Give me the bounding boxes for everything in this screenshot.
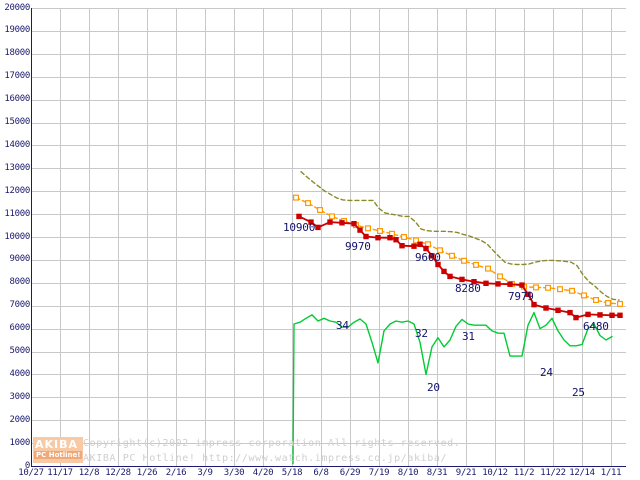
x-tick-label: 8/31 xyxy=(426,468,448,478)
x-tick-label: 1/11 xyxy=(600,468,622,478)
y-tick-label: 1000 xyxy=(9,437,31,448)
x-tick-label: 11/17 xyxy=(47,468,73,478)
x-tick-label: 11/22 xyxy=(540,468,566,478)
y-tick-label: 5000 xyxy=(9,346,31,356)
copyright-watermark: Copyright(c)2002 impress corporation All… xyxy=(83,438,461,449)
data-value-label: 9970 xyxy=(345,240,371,253)
x-tick-label: 8/10 xyxy=(397,468,419,478)
x-tick-label: 6/8 xyxy=(313,468,329,478)
y-tick-label: 11000 xyxy=(4,208,30,219)
y-tick-label: 7000 xyxy=(9,300,31,311)
y-tick-label: 17000 xyxy=(4,71,30,82)
y-tick-label: 19000 xyxy=(4,25,30,36)
y-tick-label: 9000 xyxy=(9,254,31,265)
chart-axes xyxy=(31,8,626,467)
y-tick-label: 18000 xyxy=(4,48,30,59)
series-max-price xyxy=(300,171,620,301)
x-tick-label: 10/12 xyxy=(482,468,508,478)
y-tick-label: 4000 xyxy=(9,368,31,379)
x-tick-label: 4/20 xyxy=(252,468,274,478)
site-watermark: AKIBA PC Hotline! http://www.watch.impre… xyxy=(83,453,448,464)
y-tick-label: 0 xyxy=(24,460,30,471)
data-value-label: 31 xyxy=(462,330,475,343)
data-value-label: 10900 xyxy=(283,221,316,234)
y-tick-label: 8000 xyxy=(9,277,31,288)
data-value-label: 32 xyxy=(415,327,428,340)
y-tick-label: 3000 xyxy=(9,391,31,402)
data-value-label: 8280 xyxy=(455,282,481,295)
x-tick-label: 3/30 xyxy=(223,468,245,478)
series-shop-count xyxy=(292,311,613,465)
data-value-label: 20 xyxy=(427,381,440,394)
y-tick-label: 20000 xyxy=(4,2,30,13)
data-value-label: 6480 xyxy=(583,320,609,333)
y-tick-label: 2000 xyxy=(9,414,31,425)
y-tick-label: 14000 xyxy=(4,139,30,150)
akiba-logo-title: AKIBA xyxy=(35,438,79,451)
x-tick-label: 9/21 xyxy=(455,468,477,478)
x-tick-label: 7/19 xyxy=(368,468,390,478)
data-value-label: 9600 xyxy=(415,251,441,264)
x-tick-label: 12/8 xyxy=(78,468,100,478)
y-tick-label: 13000 xyxy=(4,162,30,173)
x-tick-label: 12/28 xyxy=(105,468,131,478)
y-tick-label: 10000 xyxy=(4,231,30,242)
x-tick-label: 2/16 xyxy=(165,468,187,478)
y-tick-label: 12000 xyxy=(4,185,30,196)
akiba-logo-watermark: AKIBA PC Hotline! xyxy=(33,437,83,463)
data-value-label: 34 xyxy=(336,319,349,332)
akiba-logo-subtitle: PC Hotline! xyxy=(34,451,83,459)
x-tick-label: 6/29 xyxy=(339,468,361,478)
y-tick-label: 15000 xyxy=(4,117,30,127)
data-value-label: 7979 xyxy=(508,290,534,303)
y-tick-label: 16000 xyxy=(4,94,30,105)
data-value-label: 25 xyxy=(572,386,585,399)
x-tick-label: 3/9 xyxy=(197,468,213,478)
data-value-label: 24 xyxy=(540,366,553,379)
chart-gridlines xyxy=(31,8,626,467)
x-tick-label: 5/18 xyxy=(281,468,303,478)
x-tick-label: 1/26 xyxy=(136,468,158,478)
x-tick-label: 10/27 xyxy=(18,468,44,478)
y-tick-label: 6000 xyxy=(9,323,31,334)
x-tick-label: 12/14 xyxy=(569,468,595,478)
series-min-price xyxy=(296,213,623,321)
x-tick-label: 11/2 xyxy=(513,468,535,478)
